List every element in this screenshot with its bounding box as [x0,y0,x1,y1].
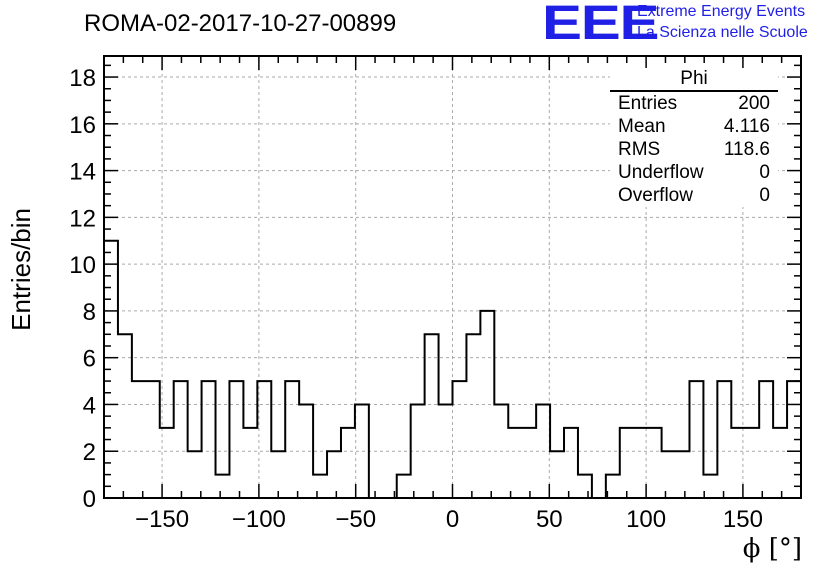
run-title: ROMA-02-2017-10-27-00899 [84,10,397,37]
y-tick-label: 12 [69,205,96,232]
stats-value: 4.116 [723,116,770,137]
stats-label: RMS [618,139,661,160]
stats-label: Entries [618,93,678,114]
y-tick-label: 2 [83,439,96,466]
x-tick-label: 100 [626,506,666,533]
y-tick-label: 8 [83,299,96,326]
x-tick-label: −150 [135,506,189,533]
y-tick-label: 4 [83,392,96,419]
y-tick-label: 6 [83,346,96,373]
x-tick-label: 150 [723,506,763,533]
histogram-series [103,239,802,499]
x-axis-label: ϕ [°] [742,534,802,564]
y-axis-label: Entries/bin [6,208,36,331]
stats-label: Overflow [618,185,693,206]
stats-row: Mean 4.116 [610,115,778,138]
logo-line-2: La Scienza nelle Scuole [637,24,808,41]
y-tick-labels: 0 2 4 6 8 10 12 14 16 18 [69,65,96,513]
x-tick-label: −50 [335,506,376,533]
stats-box: Phi Entries 200 Mean 4.116 RMS 118.6 Und… [610,68,778,207]
stats-row: Overflow 0 [610,184,778,207]
y-tick-label: 16 [69,112,96,139]
y-tick-label: 10 [69,252,96,279]
y-tick-label: 0 [83,486,96,513]
stats-title: Phi [610,68,778,92]
x-tick-label: 50 [536,506,563,533]
eee-logo: EEE [542,0,660,50]
x-tick-label: 0 [446,506,459,533]
stats-value: 118.6 [723,139,770,160]
logo-line-1: Extreme Energy Events [637,3,806,20]
stats-label: Underflow [618,162,704,183]
y-tick-label: 18 [69,65,96,92]
stats-value: 0 [759,162,770,183]
x-tick-label: −100 [232,506,286,533]
stats-label: Mean [618,116,666,137]
stats-row: Underflow 0 [610,161,778,184]
y-tick-label: 14 [69,159,96,186]
stats-value: 200 [738,93,770,114]
grid-lines [104,56,801,498]
x-tick-labels: −150 −100 −50 0 50 100 150 [135,506,763,533]
stats-row: RMS 118.6 [610,138,778,161]
stats-value: 0 [759,185,770,206]
stats-row: Entries 200 [610,92,778,115]
axis-ticks [103,56,802,499]
